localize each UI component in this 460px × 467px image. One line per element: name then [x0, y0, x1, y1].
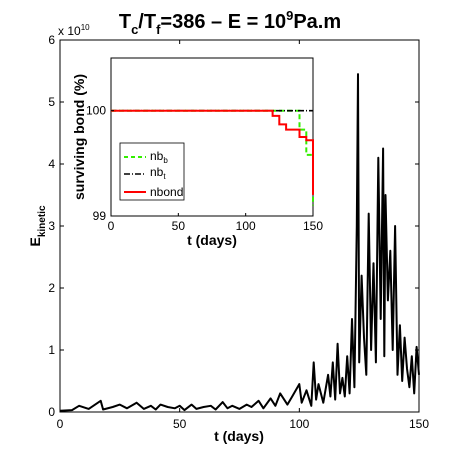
inset-y-tick-label: 100: [86, 104, 106, 118]
inset-x-tick-label: 100: [236, 219, 256, 233]
main-axis-ticks: 0 50 100 150 0 1 2 3 4 5 6: [48, 33, 429, 431]
main-series-line-0: [59, 73, 420, 412]
main-x-tick-label: 100: [289, 417, 309, 431]
inset-x-tick-label: 0: [108, 219, 115, 233]
legend-box: [119, 142, 185, 201]
main-x-tick-label: 0: [57, 417, 64, 431]
inset-y-axis-label: surviving bond (%): [71, 74, 87, 200]
inset-y-tick-label: 99: [93, 209, 107, 223]
y-multiplier: x 1010: [58, 23, 90, 38]
main-y-tick-label: 3: [48, 219, 55, 233]
inset-series-line-nbond: [111, 109, 314, 195]
main-y-tick-label: 0: [48, 405, 55, 419]
main-x-axis-label: t (days): [214, 428, 264, 444]
main-y-axis-label: Ekinetic: [27, 205, 48, 246]
main-x-tick-label: 150: [409, 417, 429, 431]
main-y-tick-label: 1: [48, 343, 55, 357]
chart-title: Tc/Tf=386 – E = 109Pa.m: [119, 8, 341, 37]
legend-label-nb-b: nbb: [150, 149, 168, 165]
main-y-tick-label: 5: [48, 95, 55, 109]
main-series-group: [59, 73, 420, 412]
inset-series-group: [111, 109, 314, 206]
legend-label-nbond: nbond: [150, 185, 183, 199]
main-y-tick-label: 6: [48, 33, 55, 47]
inset-legend: nbb nbt nbond: [119, 142, 185, 201]
legend-label-nb-t: nbt: [150, 165, 166, 181]
inset-axis-ticks: 0 50 100 150 99 100: [86, 104, 323, 233]
inset-plot-frame: [110, 57, 314, 217]
main-y-tick-label: 2: [48, 281, 55, 295]
main-y-tick-label: 4: [48, 157, 55, 171]
inset-x-tick-label: 50: [172, 219, 186, 233]
inset-x-axis-label: t (days): [187, 232, 237, 248]
main-x-tick-label: 50: [173, 417, 187, 431]
inset-x-tick-label: 150: [303, 219, 323, 233]
